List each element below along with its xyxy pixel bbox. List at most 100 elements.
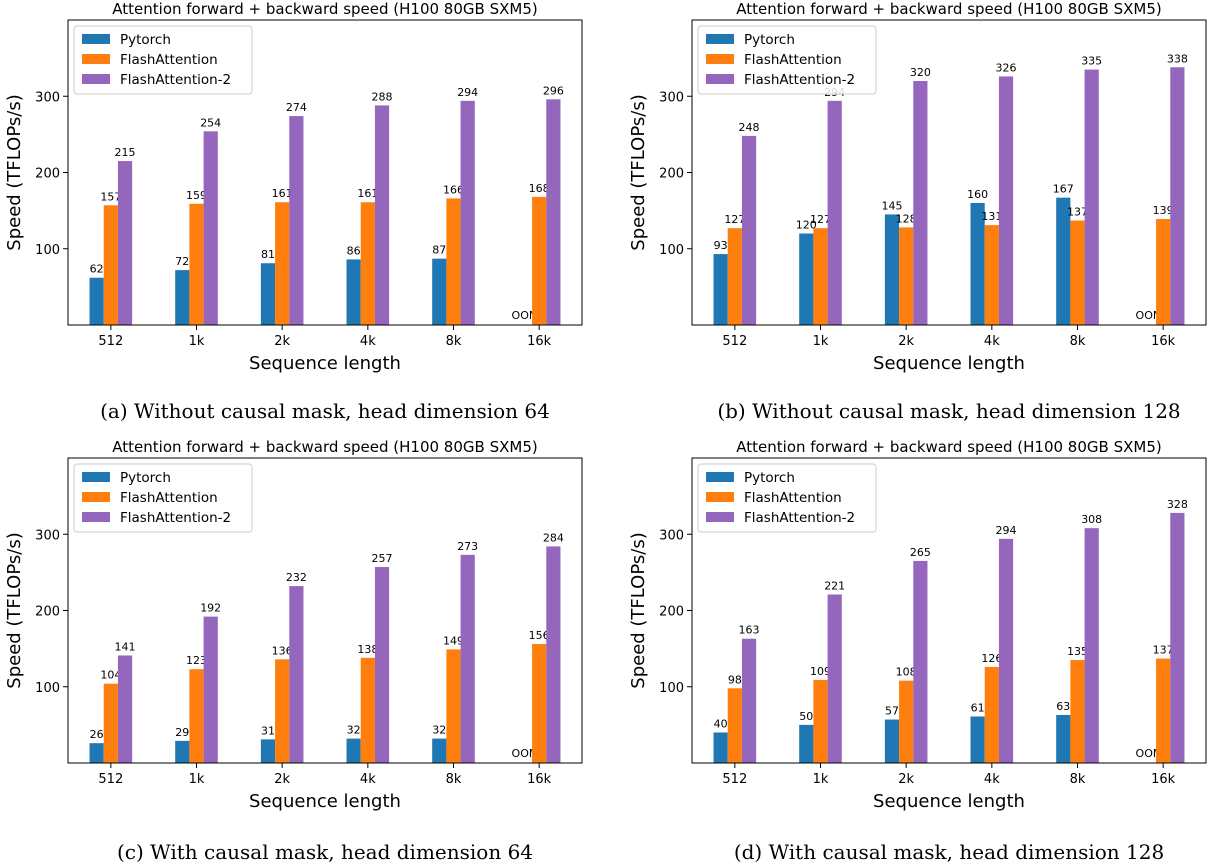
bar-label: 31 [261,724,275,737]
legend-entry: FlashAttention [120,490,218,506]
bar-label: 127 [810,213,831,226]
legend-entry: Pytorch [120,470,171,486]
legend-box [697,463,877,533]
legend-swatch [82,512,110,522]
bar [175,270,190,325]
chart-title: Attention forward + backward speed (H100… [736,438,1161,456]
bar [1070,220,1085,325]
bar-label: 135 [1067,645,1088,658]
bar-label: 131 [981,210,1002,223]
bar [446,198,461,325]
x-tick-label: 2k [274,772,290,787]
bar-label: 128 [896,212,917,225]
chart-c: Attention forward + backward speed (H100… [4,438,583,864]
x-tick-label: 1k [813,334,829,349]
x-tick-label: 16k [1151,334,1176,349]
bar [1084,528,1099,763]
bar-label: 141 [115,640,136,653]
chart-title: Attention forward + backward speed (H100… [112,438,537,456]
bar-label: 149 [443,634,464,647]
legend-entry: FlashAttention-2 [120,510,231,526]
x-tick-label: 4k [360,772,376,787]
chart-d: Attention forward + backward speed (H100… [628,438,1207,864]
legend-entry: FlashAttention-2 [744,72,855,88]
legend-swatch [706,74,734,84]
bar [532,644,547,763]
bar [260,739,276,763]
bar-label: 296 [543,84,564,97]
y-tick-label: 100 [659,681,684,696]
bar-label: 104 [100,669,121,682]
bar-label: 120 [796,219,817,232]
y-tick-label: 200 [35,605,60,620]
bar [103,205,118,325]
bar-label: 159 [186,189,207,202]
figure-caption: (a) Without causal mask, head dimension … [100,399,550,423]
bar-label: 29 [175,726,189,739]
legend: Pytorch FlashAttention FlashAttention-2 [697,463,877,533]
x-tick-label: 8k [1070,334,1086,349]
bar-label: 81 [261,248,275,261]
bar [460,554,475,763]
x-tick-label: 1k [813,772,829,787]
x-tick-label: 512 [722,772,747,787]
bar [189,669,204,763]
bar-label: 123 [186,654,207,667]
legend-swatch [706,492,734,502]
bar [89,743,104,763]
bar [89,277,104,325]
legend-swatch [706,472,734,482]
bar-label: 273 [457,540,478,553]
bar [813,679,828,763]
bar [727,228,742,325]
bar-label: 232 [286,571,307,584]
bar [117,655,133,763]
legend-entry: Pytorch [744,470,795,486]
figure-caption: (c) With causal mask, head dimension 64 [117,840,533,864]
bar-label: 215 [115,146,136,159]
bar-label: 50 [799,710,813,723]
bar [899,227,914,325]
bar-label: 127 [724,213,745,226]
bar [189,203,204,325]
oom-label: OOM [512,747,539,760]
bar [713,254,728,325]
bar-label: 221 [824,579,845,592]
legend-swatch [82,34,110,44]
y-tick-label: 300 [659,90,684,105]
bar [346,259,361,325]
bar-label: 294 [996,524,1017,537]
bar [884,719,900,763]
bar [1156,219,1171,325]
x-tick-label: 4k [360,334,376,349]
x-tick-label: 16k [527,772,552,787]
bar-label: 168 [529,182,550,195]
figure-caption: (b) Without causal mask, head dimension … [717,399,1180,423]
legend: Pytorch FlashAttention FlashAttention-2 [697,25,877,95]
bar-label: 87 [432,244,446,257]
x-tick-label: 16k [1151,772,1176,787]
bar [117,161,133,325]
bar [884,214,900,325]
bar [984,666,999,763]
bar [1156,658,1171,763]
bar-label: 145 [881,199,902,212]
x-tick-label: 512 [98,334,123,349]
bar [1084,69,1099,325]
bar [998,538,1014,763]
bar [984,225,999,325]
y-axis-label: Speed (TFLOPs/s) [628,532,649,688]
bar-label: 63 [1056,700,1070,713]
bar-label: 57 [885,705,899,718]
legend-box [73,25,253,95]
bar [970,716,985,763]
bar-label: 274 [286,101,307,114]
bar [813,228,828,325]
y-tick-label: 300 [35,90,60,105]
x-tick-label: 4k [984,334,1000,349]
legend-swatch [82,74,110,84]
figure-caption: (d) With causal mask, head dimension 128 [734,840,1164,864]
bar [432,258,447,325]
y-axis-label: Speed (TFLOPs/s) [4,532,25,688]
chart-title: Attention forward + backward speed (H100… [112,0,537,18]
